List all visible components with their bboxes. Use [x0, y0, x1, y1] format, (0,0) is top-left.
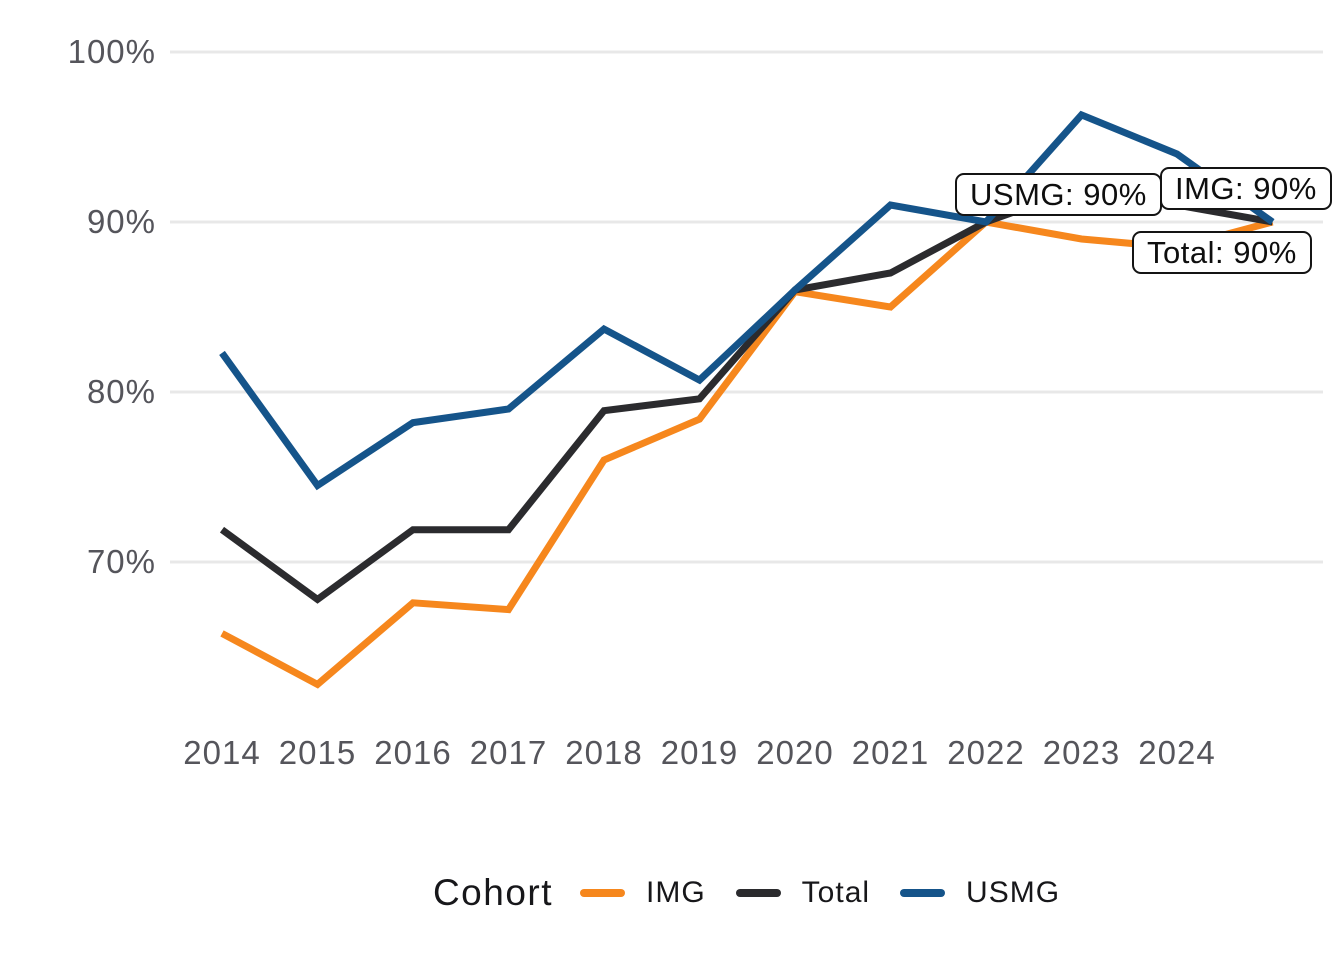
x-tick-label-2015: 2015 — [278, 734, 357, 771]
legend-items: IMG Total USMG — [580, 876, 1060, 910]
end-label-usmg: USMG: 90% — [955, 173, 1162, 216]
end-label-total: Total: 90% — [1132, 231, 1312, 274]
series-line-img — [220, 218, 1274, 689]
y-tick-label-90: 90% — [86, 203, 156, 240]
x-tick-label-2018: 2018 — [565, 734, 643, 771]
legend-label-total: Total — [801, 876, 871, 909]
y-tick-label-100: 100% — [67, 33, 156, 70]
x-tick-label-2016: 2016 — [374, 734, 452, 771]
x-tick-label-2024: 2024 — [1138, 734, 1216, 771]
legend-item-total: Total — [735, 876, 871, 910]
x-tick-label-2014: 2014 — [183, 734, 261, 771]
legend-label-img: IMG — [646, 876, 706, 909]
y-tick-label-70: 70% — [86, 543, 156, 580]
legend-item-img: IMG — [580, 876, 706, 910]
legend-item-usmg: USMG — [900, 876, 1060, 910]
y-tick-label-80: 80% — [86, 373, 156, 410]
series-line-total — [219, 184, 1274, 604]
series-line-usmg — [219, 110, 1275, 491]
x-tick-label-2021: 2021 — [851, 734, 930, 771]
legend-label-usmg: USMG — [966, 876, 1061, 909]
x-tick-label-2023: 2023 — [1042, 734, 1121, 771]
legend-title: Cohort — [432, 872, 553, 913]
x-tick-label-2019: 2019 — [660, 734, 739, 771]
x-tick-label-2022: 2022 — [947, 734, 1025, 771]
legend-swatch-total — [735, 889, 781, 897]
x-tick-label-2017: 2017 — [469, 734, 548, 771]
legend-swatch-usmg — [900, 889, 946, 897]
end-label-img: IMG: 90% — [1160, 167, 1332, 210]
x-tick-label-2020: 2020 — [756, 734, 834, 771]
legend-swatch-img — [580, 889, 625, 897]
legend: Cohort IMG Total USMG — [170, 872, 1323, 914]
